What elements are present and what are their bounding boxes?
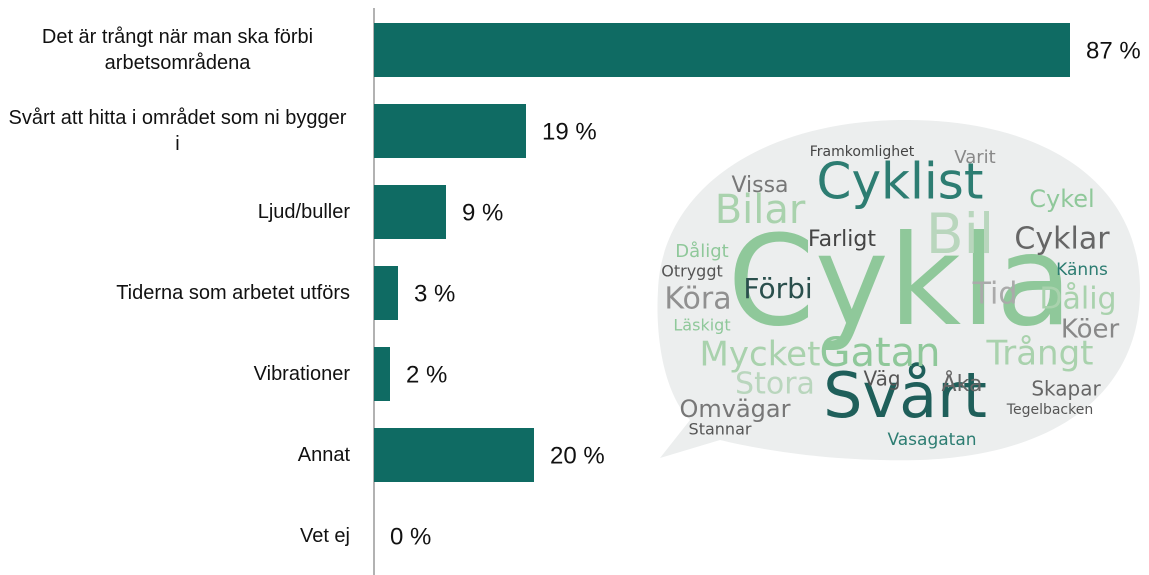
cloud-word: Stannar <box>689 420 752 439</box>
value-label: 2 % <box>406 361 447 388</box>
cloud-word: Vasagatan <box>887 430 976 450</box>
cloud-word: Framkomlighet <box>810 144 915 160</box>
category-text: Det är trångt när man ska förbi arbetsom… <box>41 26 314 74</box>
category-text: Vet ej <box>299 525 350 547</box>
cloud-word: Läskigt <box>673 316 730 335</box>
category-label: Tiderna som arbetet utförs <box>5 280 350 306</box>
bar <box>374 428 534 482</box>
cloud-word: Åka <box>942 370 983 397</box>
cloud-word: Dåligt <box>675 241 728 262</box>
cloud-word: Bilar <box>715 187 806 233</box>
bar <box>374 23 1070 77</box>
category-label: Vibrationer <box>5 361 350 387</box>
cloud-word: Otryggt <box>661 262 723 281</box>
value-label: 9 % <box>462 199 503 226</box>
category-text: Svårt att hitta i området som ni bygger … <box>8 107 347 155</box>
value-label: 3 % <box>414 280 455 307</box>
cloud-word: Svårt <box>823 359 987 432</box>
bar <box>374 347 390 401</box>
cloud-word: Väg <box>863 367 900 391</box>
cloud-word: Förbi <box>743 272 812 305</box>
cloud-word: Dålig <box>1039 282 1116 317</box>
cloud-word: Trångt <box>985 334 1093 374</box>
cloud-word: Cyklist <box>817 153 984 211</box>
cloud-word: Varit <box>954 147 995 168</box>
category-label: Annat <box>5 442 350 468</box>
bar <box>374 185 446 239</box>
value-label: 19 % <box>542 118 597 145</box>
bar <box>374 266 398 320</box>
cloud-word: Mycket <box>700 335 821 375</box>
value-label: 87 % <box>1086 37 1141 64</box>
cloud-word: Skapar <box>1031 377 1101 401</box>
category-label: Det är trångt när man ska förbi arbetsom… <box>5 24 350 76</box>
cloud-word: Bil <box>926 202 994 266</box>
category-text: Vibrationer <box>253 363 350 385</box>
cloud-word: Cykel <box>1029 185 1094 213</box>
cloud-word: Stora <box>735 367 815 402</box>
category-text: Tiderna som arbetet utförs <box>116 282 350 304</box>
cloud-word: Köra <box>664 282 731 317</box>
cloud-word: Känns <box>1056 260 1108 280</box>
value-label: 20 % <box>550 442 605 469</box>
category-label: Vet ej <box>5 523 350 549</box>
cloud-word: Farligt <box>808 227 876 252</box>
word-cloud-bubble <box>657 119 1140 461</box>
category-label: Ljud/buller <box>5 199 350 225</box>
category-text: Ljud/buller <box>257 201 350 223</box>
category-text: Annat <box>297 444 350 466</box>
cloud-word: Vissa <box>731 173 788 198</box>
category-label: Svårt att hitta i området som ni bygger … <box>5 105 350 157</box>
value-label: 0 % <box>390 523 431 550</box>
bar <box>374 104 526 158</box>
cloud-word: Tid <box>972 277 1018 312</box>
cloud-word: Omvägar <box>680 395 791 423</box>
cloud-word: Köer <box>1061 315 1120 345</box>
cloud-word: Cyklar <box>1014 222 1110 257</box>
cloud-word: Gatan <box>819 330 940 376</box>
cloud-word: Cykla <box>728 209 1073 354</box>
cloud-word: Tegelbacken <box>1006 402 1093 418</box>
